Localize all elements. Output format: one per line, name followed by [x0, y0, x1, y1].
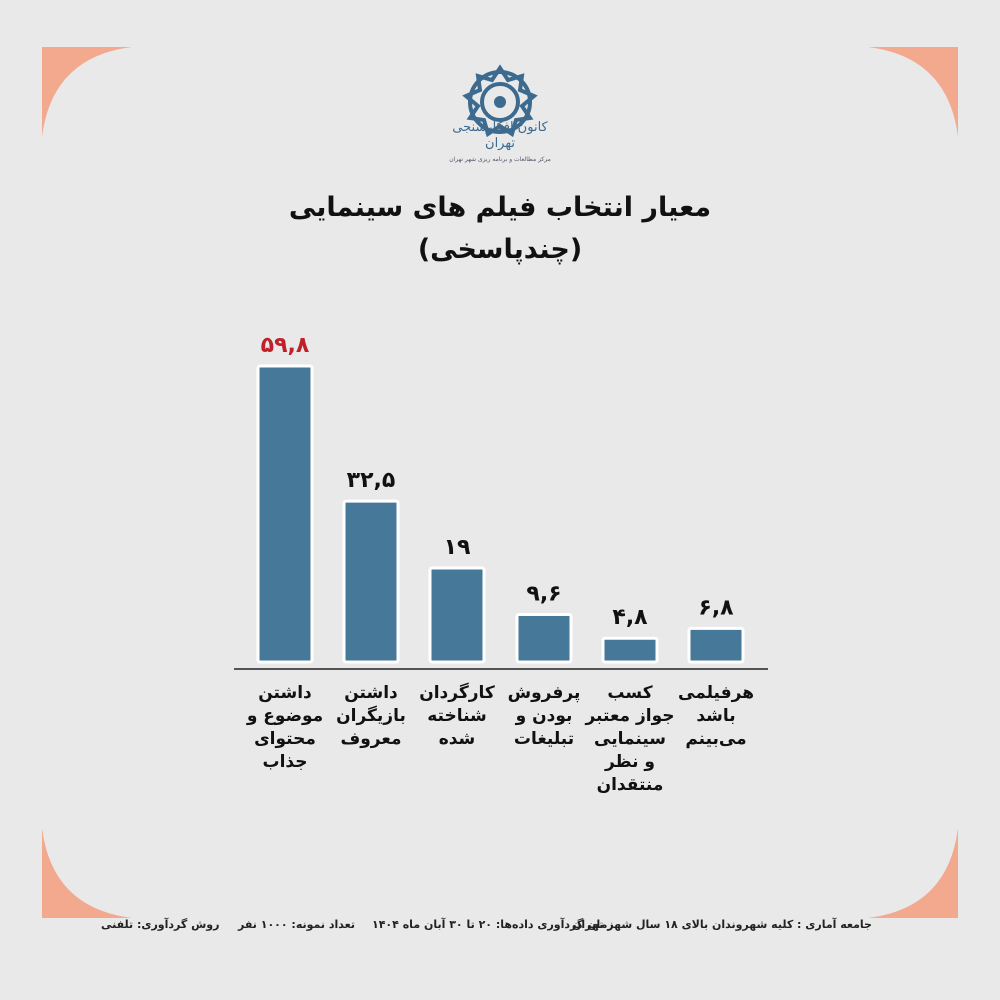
footer-method: روش گردآوری: تلفنی: [101, 918, 220, 931]
category-label-line: هرفیلمی: [678, 683, 754, 703]
chart-title: معیار انتخاب فیلم های سینمایی: [288, 192, 712, 223]
category-label-line: تبلیغات: [513, 729, 575, 749]
bar-5: [687, 626, 745, 664]
category-label-3: پرفروش بودن و تبلیغات: [489, 682, 599, 751]
category-label-line: جواز معتبر: [585, 706, 675, 726]
category-label-line: موضوع و: [246, 706, 324, 726]
bar-4: [601, 636, 659, 664]
category-label-line: داشتن: [258, 683, 312, 703]
bar-2: [428, 566, 486, 664]
category-label-line: پرفروش: [507, 683, 581, 703]
value-label-4: ۴,۸: [612, 605, 648, 630]
value-label-3: ۹,۶: [526, 581, 561, 606]
category-label-line: محتوای: [254, 729, 316, 749]
bar-0: [256, 364, 314, 664]
bar-1: [342, 499, 400, 664]
category-label-line: سینمایی: [594, 729, 666, 749]
category-label-line: معروف: [340, 729, 402, 749]
logo-emblem-icon: [462, 64, 538, 138]
category-label-5: هرفیلمی باشد می‌بینم: [661, 682, 771, 751]
category-label-2: کارگردان شناخته شده: [402, 682, 512, 751]
category-label-line: می‌بینم: [685, 729, 747, 749]
category-label-line: بازیگران: [336, 706, 406, 726]
category-label-line: باشد: [696, 706, 736, 726]
value-label-1: ۳۲,۵: [347, 468, 396, 493]
category-label-line: و نظر: [604, 752, 655, 772]
category-label-4: کسب جواز معتبر سینمایی و نظر منتقدان: [575, 682, 685, 797]
category-label-line: جذاب: [262, 752, 308, 772]
footer-sample: تعداد نمونه: ۱۰۰۰ نفر: [238, 918, 355, 931]
footer-population: جامعه آماری : کلیه شهروندان بالای ۱۸ سال…: [572, 918, 872, 931]
value-label-2: ۱۹: [444, 535, 471, 560]
category-label-0: داشتن موضوع و محتوای جذاب: [230, 682, 340, 774]
category-label-line: شناخته: [427, 706, 487, 726]
value-label-5: ۶,۸: [698, 595, 734, 620]
category-label-line: داشتن: [344, 683, 398, 703]
logo-title: کانون افکارسنجی تهران: [452, 120, 548, 151]
chart-subtitle: (چندپاسخی): [417, 234, 583, 265]
category-label-line: کارگردان: [419, 683, 495, 703]
footer-period: زمان گردآوری داده‌ها: ۲۰ تا ۳۰ آبان ماه …: [372, 918, 614, 931]
bar-3: [515, 612, 573, 664]
category-label-1: داشتن بازیگران معروف: [316, 682, 426, 751]
category-label-line: منتقدان: [596, 775, 664, 795]
value-label-0: ۵۹,۸: [261, 333, 310, 358]
logo-subtitle: مرکز مطالعات و برنامه ریزی شهر تهران: [449, 156, 551, 163]
category-label-line: بودن و: [515, 706, 573, 726]
category-label-line: شده: [438, 729, 476, 749]
logo-text: کانون افکارسنجی تهران مرکز مطالعات و برن…: [440, 120, 560, 168]
category-label-line: کسب: [607, 683, 653, 703]
